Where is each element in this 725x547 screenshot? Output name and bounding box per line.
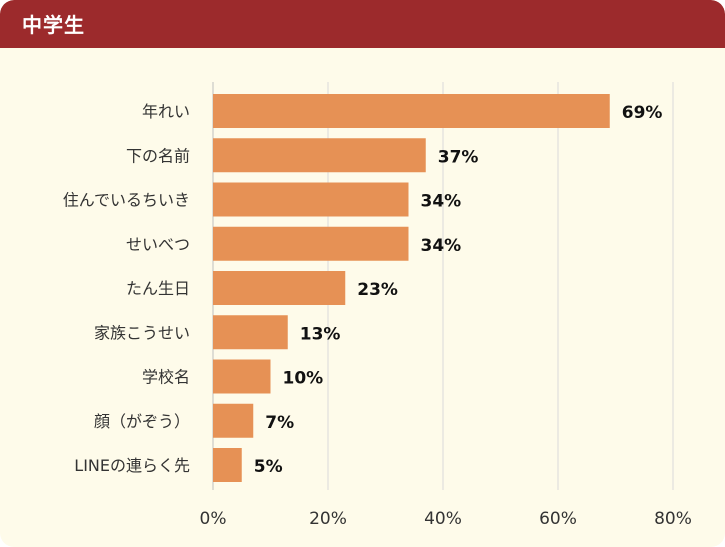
value-label: 69% <box>622 103 663 123</box>
value-label: 10% <box>283 369 324 389</box>
bar <box>213 182 409 217</box>
bar <box>213 271 346 305</box>
bar <box>213 94 610 128</box>
x-tick-label: 60% <box>539 509 577 529</box>
header-bar: 中学生 <box>0 0 725 48</box>
label-layer: 年れい 69% 下の名前 37% 住んでいるちいき 34% せいべつ 34% たん生日 23% 家族… <box>63 102 663 477</box>
x-tick-label: 0% <box>200 509 227 529</box>
bar <box>213 448 242 482</box>
value-label: 23% <box>357 280 398 300</box>
category-label: 住んでいるちいき <box>63 191 190 210</box>
x-tick-label: 40% <box>424 509 462 529</box>
category-label: せいべつ <box>126 235 190 254</box>
bar <box>213 138 426 173</box>
category-label: たん生日 <box>126 279 190 298</box>
bar <box>213 403 254 438</box>
category-label: 年れい <box>142 102 190 121</box>
bar <box>213 315 288 350</box>
value-label: 13% <box>300 324 341 344</box>
x-tick-label: 80% <box>654 509 692 529</box>
value-label: 34% <box>421 236 462 256</box>
tick-layer: 0% 20% 40% 60% 80% <box>200 509 692 529</box>
category-label: 顔（がぞう） <box>94 412 190 431</box>
bar <box>213 359 271 394</box>
value-label: 7% <box>265 413 294 433</box>
x-tick-label: 20% <box>309 509 347 529</box>
category-label: 家族こうせい <box>94 323 190 342</box>
value-label: 5% <box>254 457 283 477</box>
category-label: LINEの連らく先 <box>74 456 190 475</box>
category-label: 下の名前 <box>126 146 190 165</box>
bar <box>213 226 409 261</box>
bar-layer <box>213 94 610 482</box>
category-label: 学校名 <box>142 368 190 387</box>
value-label: 37% <box>438 147 479 167</box>
header-title: 中学生 <box>22 13 85 37</box>
value-label: 34% <box>421 192 462 212</box>
